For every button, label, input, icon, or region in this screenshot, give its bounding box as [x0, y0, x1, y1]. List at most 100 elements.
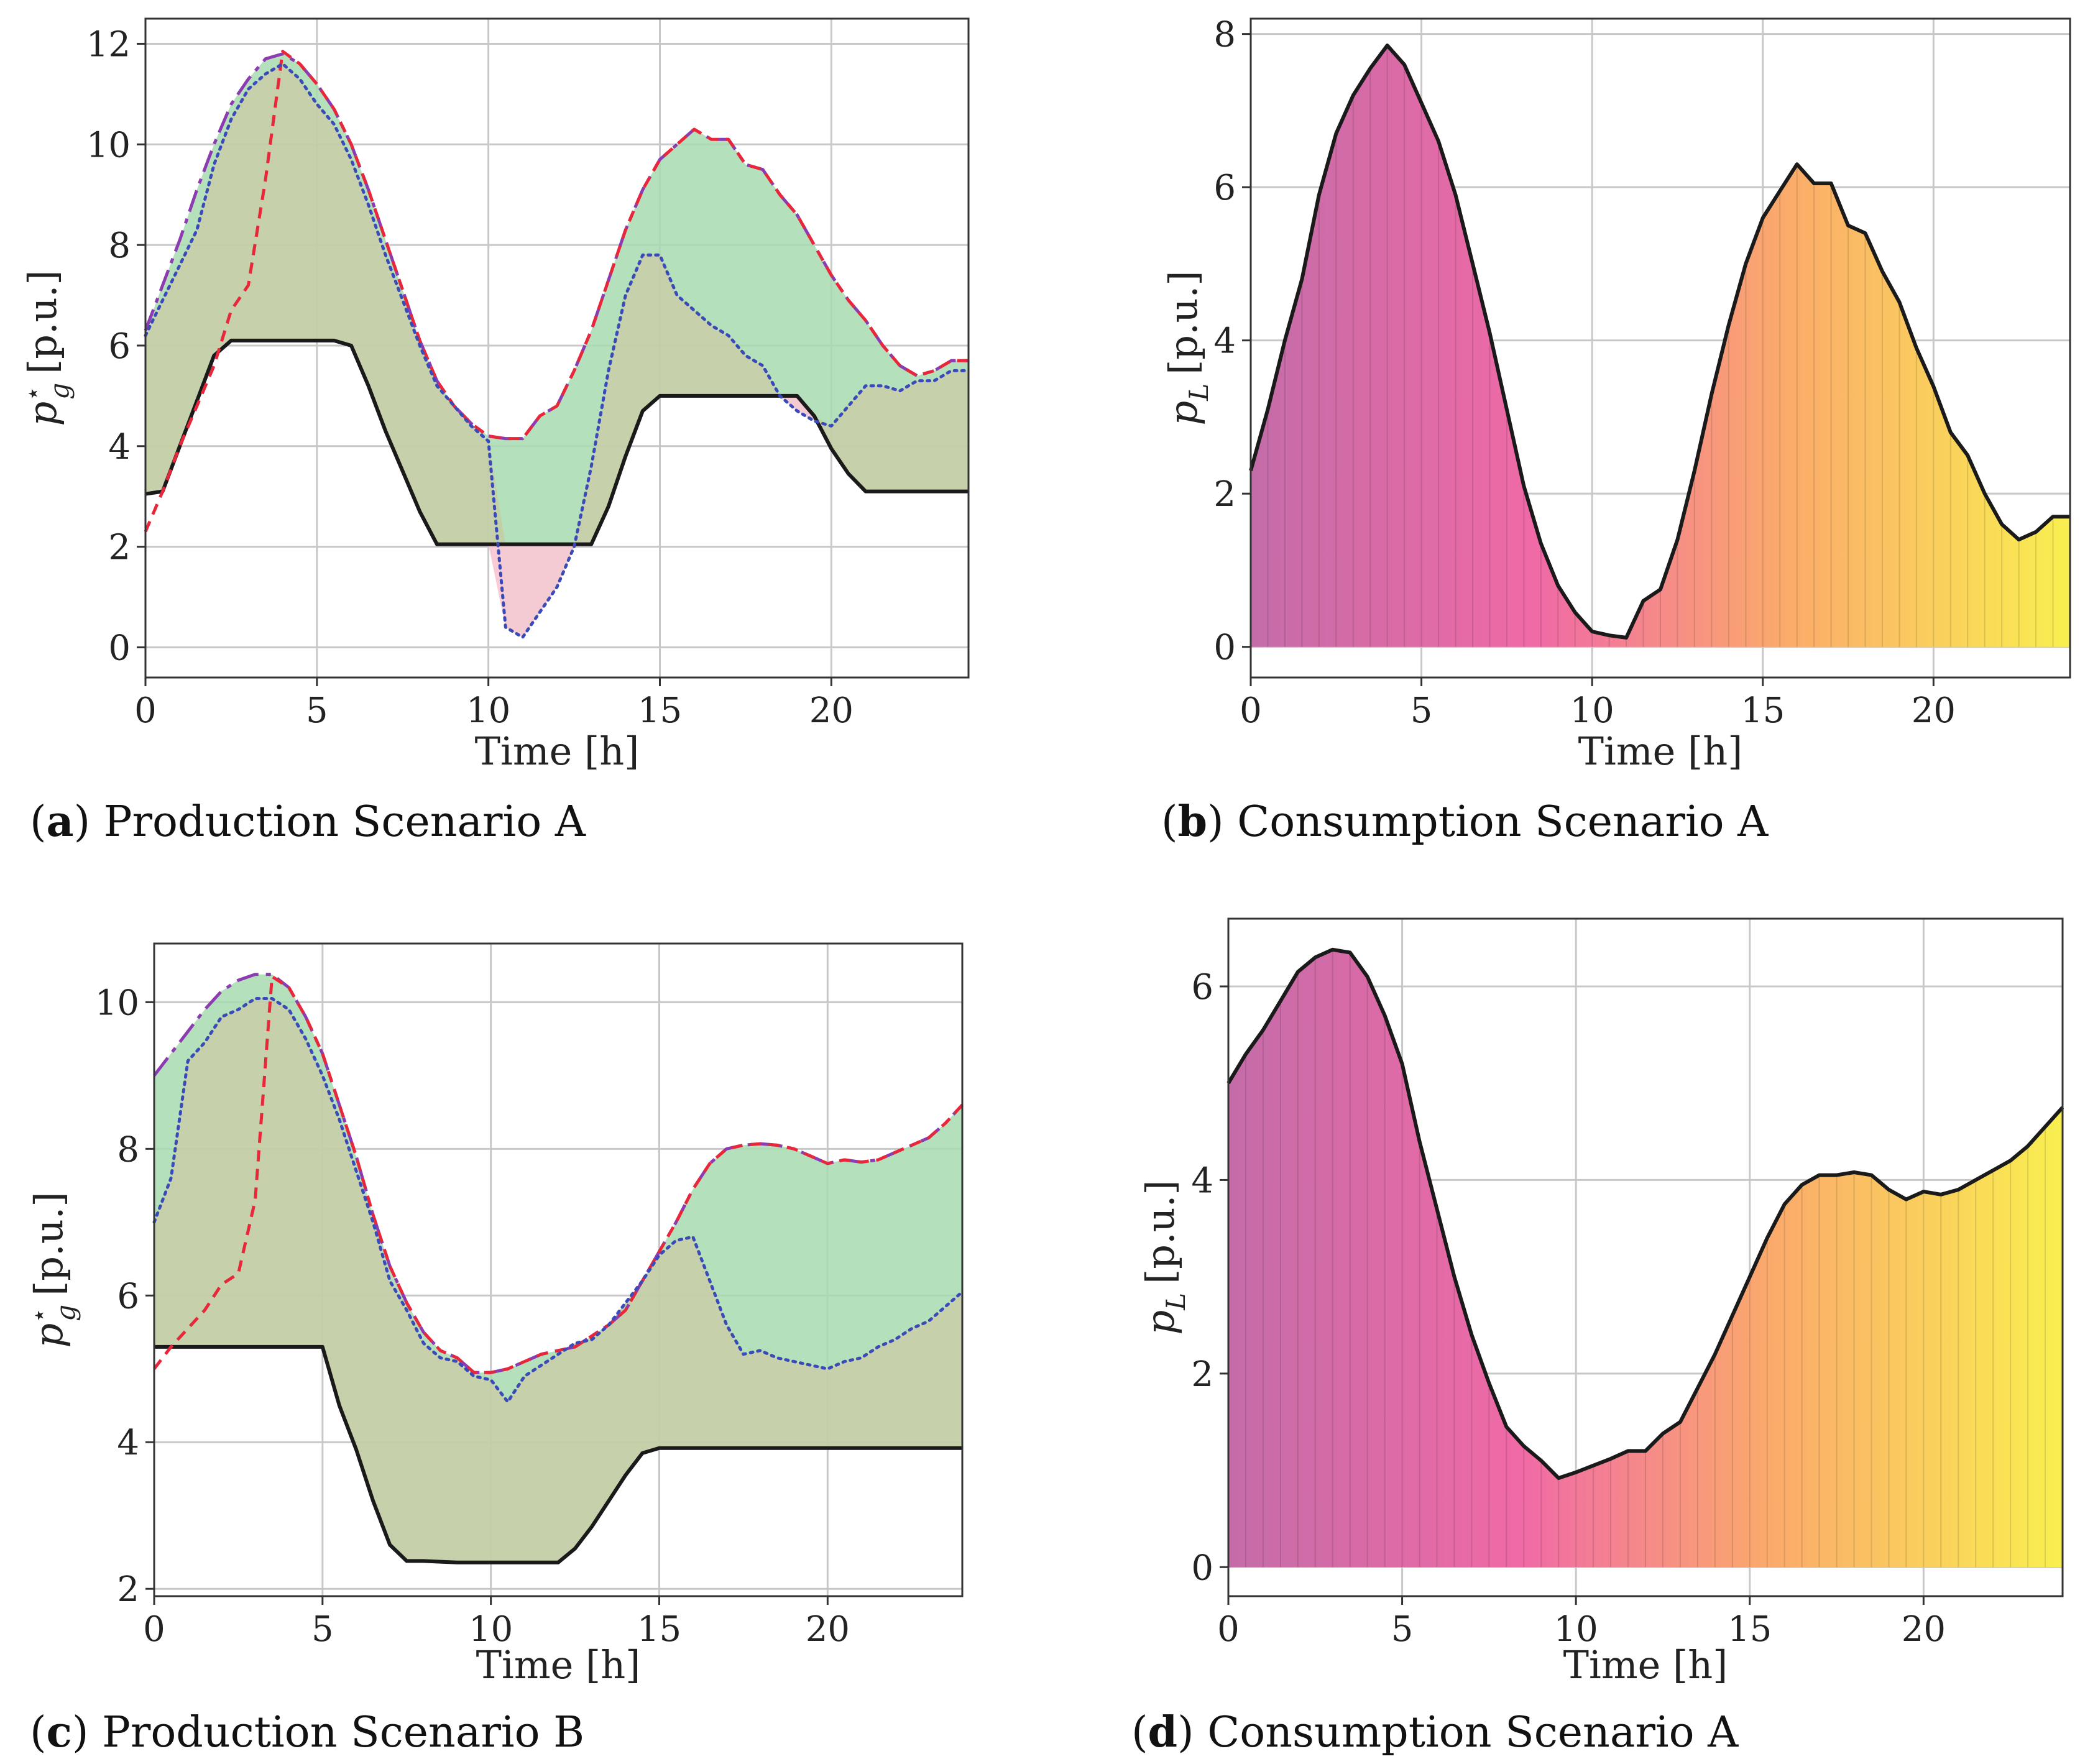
- consumption-line: [1249, 44, 2070, 640]
- y-tick-label: 2: [1191, 1354, 1213, 1395]
- y-tick-label: 10: [86, 125, 131, 165]
- x-tick-label: 5: [306, 691, 328, 731]
- y-label-symbol: p: [1161, 401, 1206, 426]
- y-tick-label: 0: [108, 628, 131, 668]
- caption-text: Production Scenario A: [104, 797, 586, 847]
- panel-caption: (c) Production Scenario B: [30, 1707, 584, 1757]
- y-tick-label: 4: [1191, 1160, 1213, 1201]
- y-tick-label: 6: [108, 326, 131, 367]
- panel-d: 0 5 10 15 20 0 2 4 6 Time [h] pL [p.u.] (d) Consumpt…: [1131, 917, 2064, 1757]
- x-axis-label: Time [h]: [475, 728, 640, 774]
- band-mean-to-max: [154, 974, 962, 1402]
- y-tick-label: 4: [117, 1423, 139, 1463]
- x-tick-label: 5: [1410, 691, 1433, 731]
- plot-frame: [144, 17, 970, 679]
- panel-caption: (d) Consumption Scenario A: [1131, 1707, 1739, 1757]
- series-line-optimal: [153, 975, 964, 1374]
- caption-text: Consumption Scenario A: [1207, 1708, 1739, 1757]
- y-tick-label: 2: [1213, 474, 1236, 515]
- x-tick-label: 0: [1217, 1609, 1240, 1650]
- caption-paren-close: ): [1177, 1708, 1207, 1757]
- x-tick-label: 10: [466, 691, 510, 731]
- y-axis-label-text: pL [p.u.]: [1138, 1180, 1191, 1334]
- y-axis-label-text: p⋆g [p.u.]: [25, 1192, 81, 1348]
- plot-frame: [1227, 917, 2064, 1597]
- y-axis-label: p⋆g [p.u.]: [25, 1192, 81, 1348]
- panel-caption: (b) Consumption Scenario A: [1161, 797, 1769, 847]
- y-tick-label: 0: [1191, 1548, 1213, 1588]
- x-axis-label: Time [h]: [1563, 1642, 1728, 1688]
- y-tick-label: 2: [117, 1569, 139, 1610]
- caption-letter: b: [1178, 797, 1208, 847]
- x-tick-label: 15: [1728, 1609, 1772, 1650]
- x-tick-label: 10: [1570, 691, 1614, 731]
- y-label-superscript: ⋆: [19, 386, 47, 402]
- y-label-unit: [p.u.]: [26, 1192, 71, 1295]
- x-axis-label: Time [h]: [476, 1642, 641, 1688]
- x-axis-label: Time [h]: [1578, 728, 1743, 774]
- y-axis-label-text: pL [p.u.]: [1161, 270, 1214, 425]
- y-label-unit: [p.u.]: [1161, 270, 1206, 374]
- caption-letter: a: [47, 797, 74, 847]
- panel-b: 0 5 10 15 20 0 2 4 6 8 Time [h] pL [p.u.] (b) Consump…: [1161, 15, 2071, 847]
- series-line-optimal: [144, 50, 969, 533]
- caption-letter: d: [1148, 1707, 1178, 1757]
- y-label-subscript: g: [44, 383, 75, 400]
- y-tick-label: 8: [1213, 15, 1236, 55]
- y-tick-label: 8: [108, 226, 131, 266]
- caption-paren-open: (: [30, 1708, 47, 1757]
- series-line-minimum: [154, 1344, 962, 1564]
- x-tick-label: 0: [1240, 691, 1262, 731]
- caption-paren-close: ): [1207, 797, 1237, 847]
- x-tick-label: 5: [311, 1609, 334, 1650]
- x-tick-label: 5: [1391, 1609, 1414, 1650]
- y-tick-label: 6: [1191, 967, 1213, 1008]
- caption-paren-close: ): [74, 797, 104, 847]
- y-tick-label: 12: [86, 24, 131, 65]
- band-min-to-mean: [154, 998, 962, 1563]
- y-axis-label: p⋆g [p.u.]: [19, 270, 75, 426]
- y-label-symbol: p: [26, 1323, 71, 1348]
- y-tick-label: 4: [108, 427, 131, 467]
- caption-text: Consumption Scenario A: [1237, 797, 1769, 847]
- x-tick-label: 0: [143, 1609, 165, 1650]
- y-label-subscript: L: [1184, 384, 1214, 402]
- band-below-min: [145, 340, 969, 638]
- y-axis-label: pL [p.u.]: [1161, 270, 1214, 425]
- band-mean-to-max: [145, 53, 969, 638]
- y-tick-label: 2: [108, 528, 131, 568]
- series-line-minimum: [145, 338, 969, 546]
- y-tick-label: 10: [95, 983, 139, 1023]
- x-tick-label: 20: [1902, 1609, 1946, 1650]
- y-label-subscript: g: [50, 1305, 81, 1321]
- y-label-superscript: ⋆: [25, 1308, 53, 1323]
- series-line-mean: [152, 997, 964, 1403]
- consumption-line: [1226, 947, 2064, 1480]
- caption-paren-open: (: [30, 797, 47, 847]
- x-tick-label: 10: [1554, 1609, 1598, 1650]
- y-tick-label: 6: [1213, 168, 1236, 208]
- caption-paren-close: ): [72, 1708, 102, 1757]
- x-tick-label: 20: [809, 691, 854, 731]
- x-tick-label: 20: [1912, 691, 1956, 731]
- x-tick-label: 10: [469, 1609, 513, 1650]
- x-tick-label: 15: [638, 691, 682, 731]
- plot-frame: [153, 942, 964, 1597]
- x-tick-label: 15: [1741, 691, 1785, 731]
- y-tick-label: 0: [1213, 628, 1236, 668]
- panel-caption: (a) Production Scenario A: [30, 797, 586, 847]
- series-line-mean: [144, 62, 970, 639]
- caption-text: Production Scenario B: [102, 1708, 584, 1757]
- x-tick-label: 15: [637, 1609, 681, 1650]
- y-tick-label: 4: [1213, 321, 1236, 362]
- y-label-unit: [p.u.]: [20, 270, 65, 374]
- caption-letter: c: [47, 1707, 72, 1757]
- y-label-symbol: p: [1138, 1310, 1183, 1335]
- panel-a: 0 5 10 15 20 0 2 4 6 8 10 12 Time [h] p⋆g [p.u.] (a) Pr…: [19, 17, 970, 847]
- plot-frame: [1249, 17, 2071, 679]
- caption-paren-open: (: [1161, 797, 1178, 847]
- y-axis-label: pL [p.u.]: [1138, 1180, 1191, 1334]
- y-tick-label: 8: [117, 1129, 139, 1170]
